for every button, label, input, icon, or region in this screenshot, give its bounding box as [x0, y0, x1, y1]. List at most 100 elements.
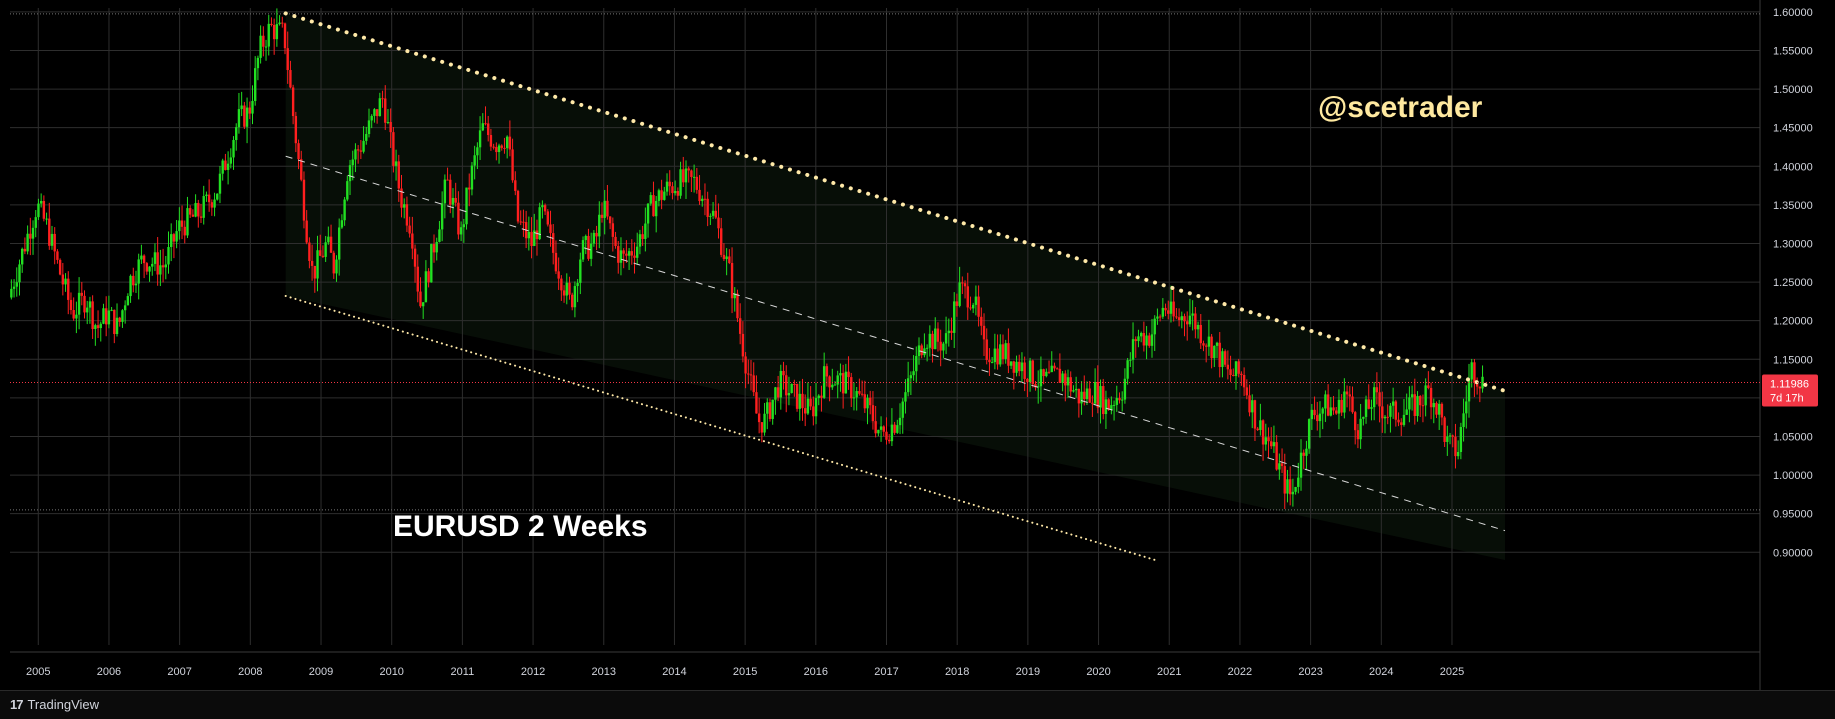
trend-lines	[283, 11, 1507, 561]
candle-body	[183, 226, 186, 236]
candle-body	[1335, 410, 1338, 414]
candle-body	[175, 231, 178, 242]
candle-body	[365, 134, 368, 141]
candle-body	[638, 234, 642, 247]
candle-body	[733, 293, 736, 299]
candle-body	[1058, 368, 1062, 383]
candle-body	[595, 232, 598, 237]
candle-body	[497, 145, 501, 153]
candle-body	[896, 425, 899, 433]
candle-body	[180, 220, 184, 227]
candle-body	[858, 391, 861, 394]
candle-body	[785, 375, 788, 396]
candle-body	[1001, 344, 1005, 359]
candle-body	[1389, 405, 1392, 417]
candle-body	[1204, 345, 1208, 347]
candle-body	[511, 149, 514, 181]
candle-body	[828, 376, 831, 388]
candle-body	[936, 328, 940, 342]
candle-body	[86, 307, 89, 313]
candle-body	[787, 392, 791, 396]
candle-body	[1126, 360, 1129, 379]
candle-body	[839, 373, 842, 376]
candle-body	[1345, 391, 1349, 395]
candle-body	[644, 223, 647, 239]
candle-body	[1419, 396, 1422, 406]
candle-body	[852, 397, 856, 399]
candle-body	[1158, 316, 1162, 318]
candle-body	[522, 221, 525, 223]
candle-body	[898, 417, 902, 426]
candle-body	[711, 210, 715, 216]
candle-body	[581, 240, 585, 260]
candle-body	[459, 227, 463, 235]
candle-body	[462, 224, 466, 228]
x-tick-label: 2008	[238, 666, 262, 678]
candle-body	[1316, 415, 1319, 422]
candle-body	[619, 250, 623, 263]
candle-body	[427, 271, 430, 283]
countdown-value: 7d 17h	[1770, 393, 1804, 405]
candle-body	[99, 323, 102, 329]
candle-body	[337, 227, 341, 260]
candle-body	[1467, 379, 1471, 402]
candle-body	[812, 406, 815, 417]
candle-body	[630, 251, 634, 256]
candle-body	[1283, 466, 1286, 494]
candle-body	[1473, 362, 1476, 383]
candle-body	[1169, 301, 1173, 314]
channel-fill	[285, 13, 1505, 561]
candle-body	[1221, 351, 1224, 368]
candle-body	[503, 147, 506, 149]
candle-body	[275, 24, 279, 40]
candle-body	[45, 218, 48, 220]
candle-body	[744, 356, 747, 374]
tradingview-logo[interactable]: 17 TradingView	[10, 697, 99, 712]
candle-body	[774, 387, 777, 400]
candle-body	[893, 424, 896, 433]
candle-body	[1229, 369, 1232, 376]
candle-body	[424, 271, 428, 303]
candle-body	[920, 345, 923, 356]
candle-body	[1351, 396, 1354, 413]
candle-body	[866, 397, 869, 409]
candle-body	[1451, 435, 1454, 437]
candle-body	[72, 310, 75, 319]
candle-body	[1202, 343, 1205, 346]
candle-body	[1429, 387, 1433, 408]
candle-body	[568, 282, 571, 295]
candle-body	[416, 266, 419, 292]
candle-body	[375, 109, 379, 117]
candle-body	[202, 196, 205, 218]
candle-body	[1077, 388, 1081, 404]
candle-body	[646, 203, 650, 224]
candle-body	[1313, 409, 1316, 416]
candle-body	[362, 140, 365, 152]
y-tick-label: 1.15000	[1773, 354, 1813, 366]
candle-body	[993, 348, 997, 363]
candle-body	[1018, 361, 1021, 372]
candle-body	[191, 214, 195, 217]
candle-body	[278, 22, 281, 25]
candle-body	[283, 23, 287, 49]
candle-body	[1432, 403, 1435, 408]
candle-body	[1481, 376, 1484, 389]
candle-body	[305, 220, 308, 243]
candle-body	[679, 169, 682, 196]
candle-body	[541, 205, 544, 208]
candle-body	[714, 210, 717, 218]
candle-body	[535, 230, 539, 240]
candle-body	[855, 391, 858, 398]
candle-body	[1362, 416, 1365, 419]
candle-body	[798, 393, 801, 409]
x-tick-label: 2005	[26, 666, 50, 678]
candle-body	[947, 330, 950, 334]
candle-body	[94, 325, 97, 329]
candle-body	[923, 348, 926, 356]
candle-body	[1028, 360, 1032, 383]
candle-body	[484, 123, 487, 125]
grid	[10, 8, 1760, 645]
candle-body	[346, 181, 349, 200]
candle-body	[560, 278, 563, 291]
